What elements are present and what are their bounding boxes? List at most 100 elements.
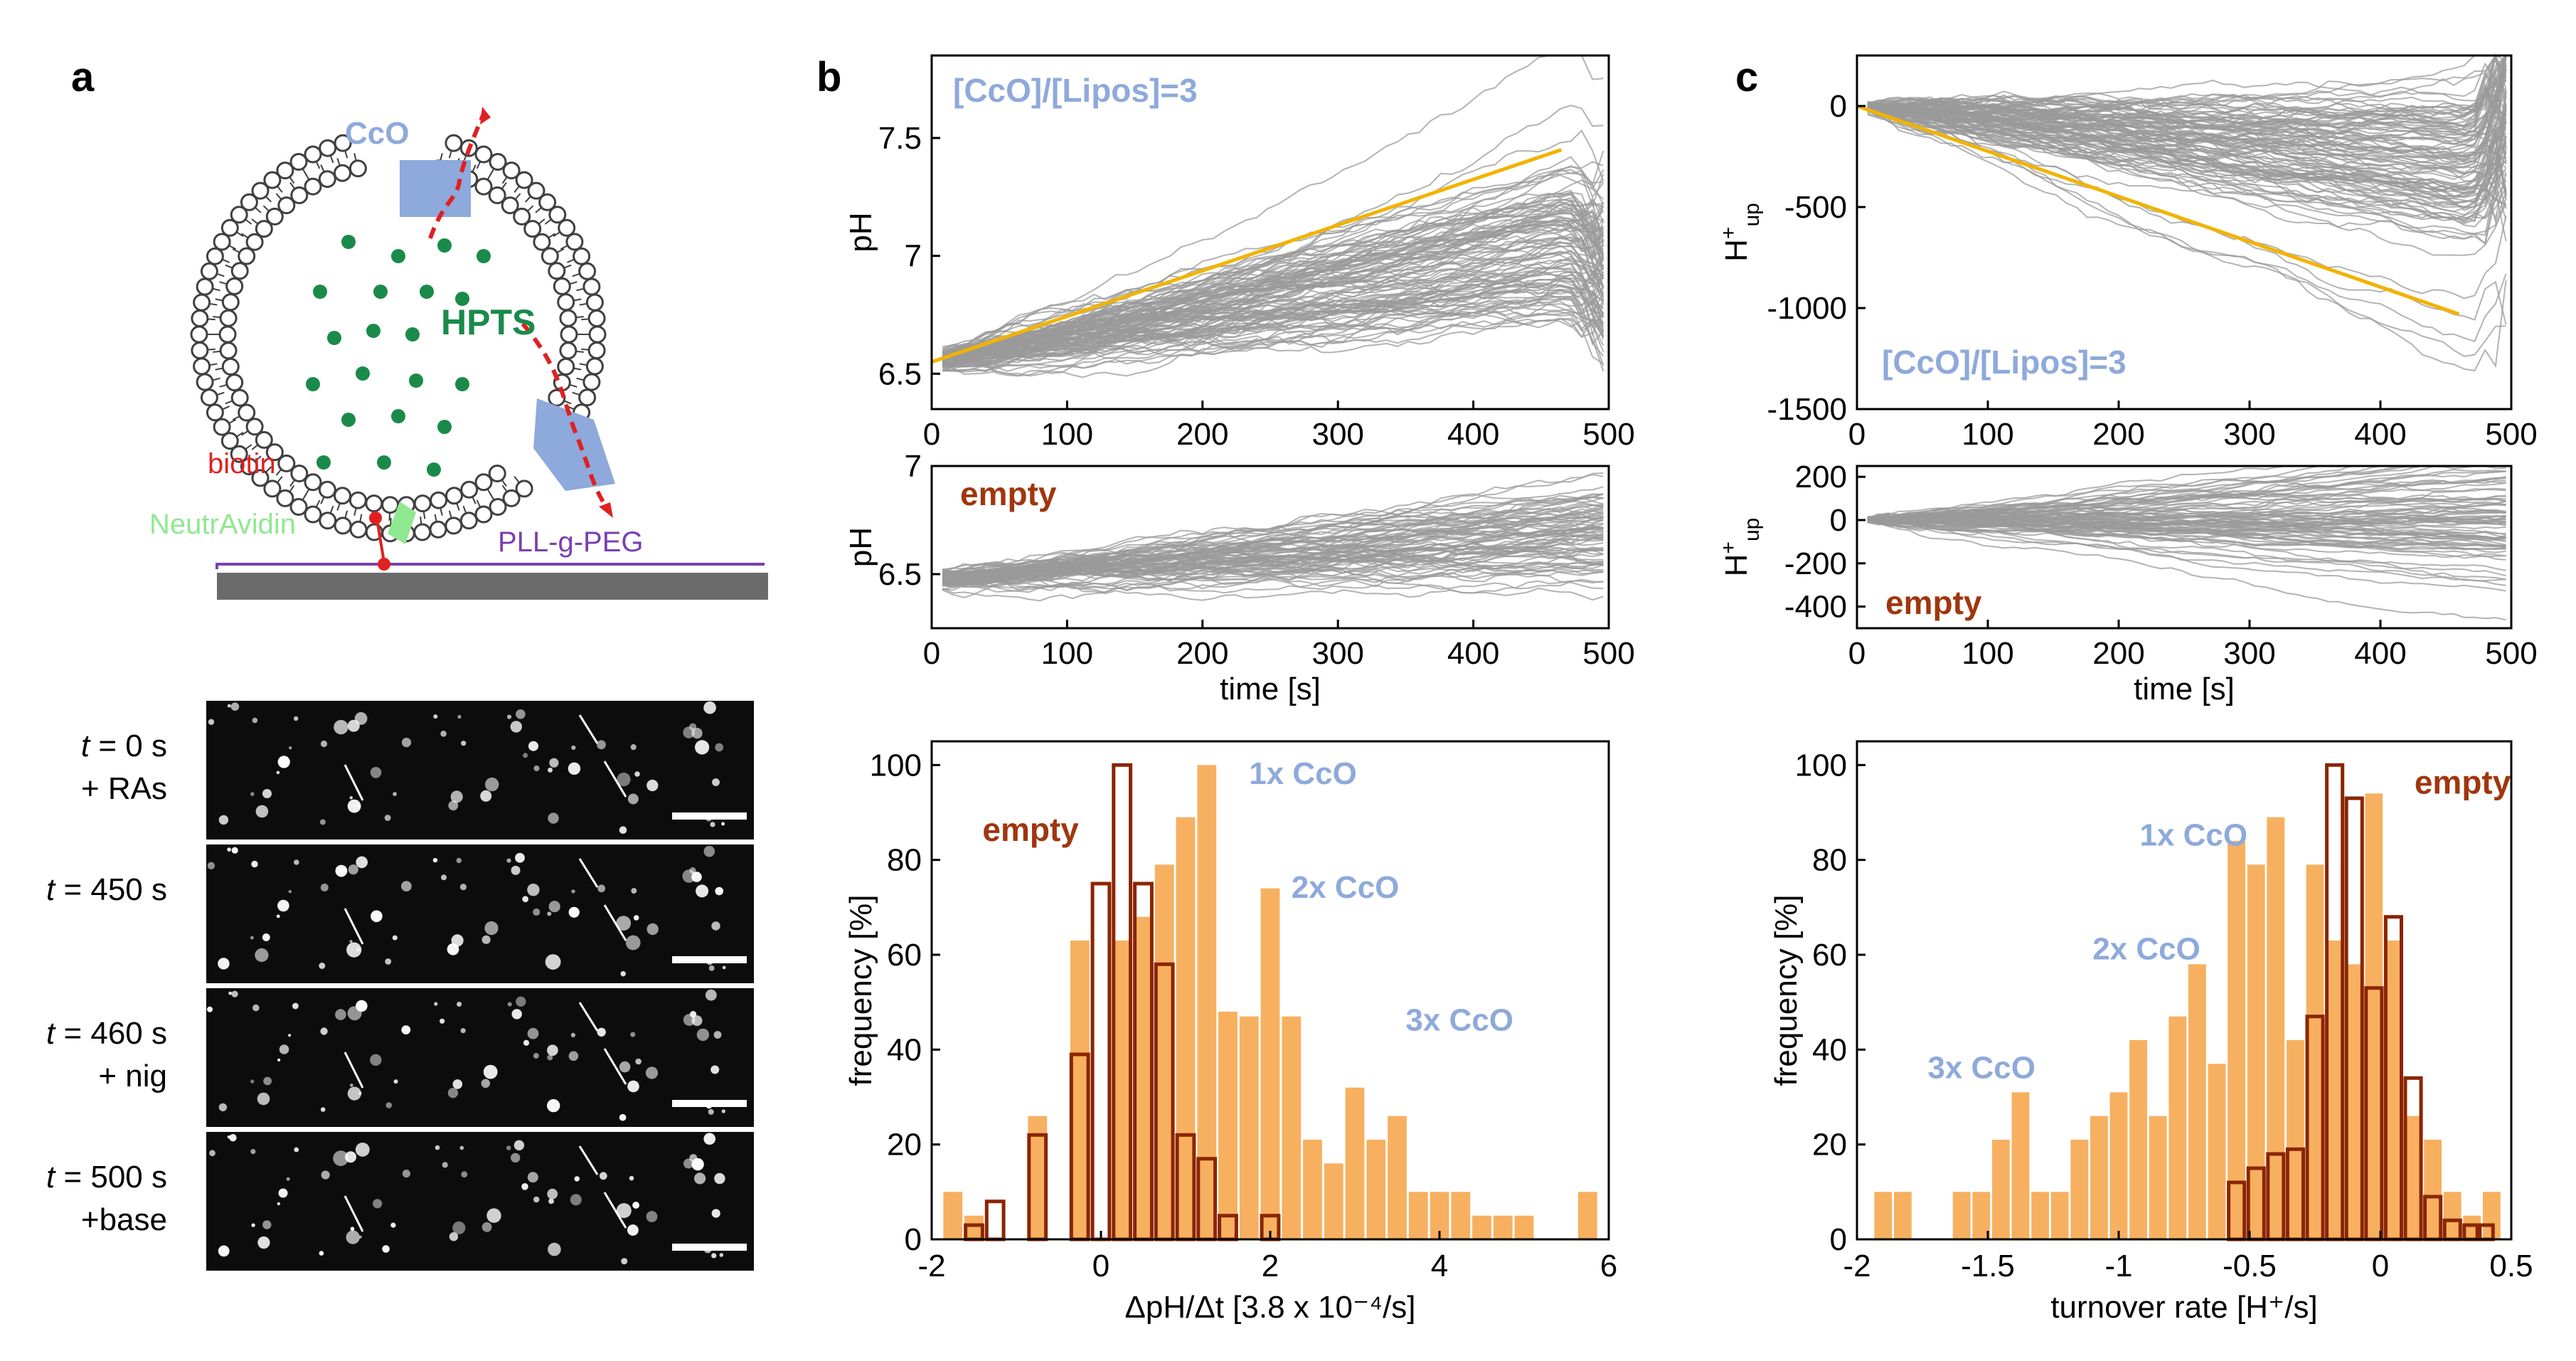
x-tick-label: 500 [1582, 636, 1634, 671]
lipid-tail [251, 218, 259, 225]
lipid-tail [560, 245, 568, 250]
fluorescent-spot [708, 965, 715, 971]
pointer-arrow [344, 1195, 364, 1232]
lipid-tail [213, 350, 221, 353]
fluorescent-spot [533, 765, 540, 772]
lipid-head [445, 487, 463, 505]
lipid-tail [241, 430, 249, 436]
cco-label: CcO [345, 116, 409, 151]
lipid-head [221, 357, 240, 376]
fluorescent-spot [480, 790, 492, 802]
histogram-bar-filled [1514, 1215, 1534, 1239]
hpts-dot [366, 324, 380, 338]
lipid-tail [544, 218, 552, 225]
fluorescent-spot [355, 1143, 370, 1157]
lipid-tail [513, 476, 520, 484]
fluorescent-spot [695, 740, 710, 755]
fluorescent-spot [527, 884, 540, 896]
lipid-head [445, 517, 463, 535]
lipid-head [578, 388, 597, 407]
histogram-bar-filled [1239, 1016, 1259, 1239]
lipid-tail [456, 502, 460, 511]
hpts-dot [327, 331, 341, 345]
label-3x-cco: 3x CcO [1405, 1003, 1513, 1038]
fluorescent-spot [288, 890, 292, 894]
axes-box [930, 54, 1610, 411]
fluorescent-spot [632, 1202, 639, 1209]
trace-group [1867, 53, 2507, 371]
trace-group [942, 55, 1604, 378]
y-tick-label: 100 [1795, 748, 1847, 783]
lipid-tail [222, 406, 230, 411]
fluorescent-spot [262, 789, 272, 798]
chart-c-top: 0 100 200 300 400 500 0 -500 -1000 -1500 H+up [CcO]… [1717, 53, 2538, 452]
histogram-bar-filled [1952, 1192, 1971, 1239]
x-tick-label: 200 [1176, 636, 1228, 671]
fluorescent-spot [347, 799, 361, 813]
lipid-head [460, 480, 479, 499]
fluorescent-spot [714, 1172, 725, 1185]
biotin-linker [376, 519, 385, 563]
lipid-head [381, 496, 400, 514]
fluorescent-spot [392, 935, 398, 941]
scale-bar [672, 1244, 747, 1251]
trace-line [942, 218, 1604, 361]
histogram-bar-filled [1451, 1192, 1471, 1239]
histogram-bar-filled [2345, 964, 2363, 1239]
condition-label: +base [81, 1202, 167, 1237]
fluorescent-spot [218, 958, 230, 970]
fluorescent-spot [276, 770, 280, 775]
trace-line [1867, 105, 2507, 192]
fluorescent-spot [231, 847, 238, 854]
fluorescent-spot [227, 704, 231, 708]
fluorescent-spot [289, 746, 292, 750]
lipid-tail [514, 193, 521, 200]
trace-line [942, 502, 1604, 583]
trace-line [942, 549, 1604, 576]
fluorescent-spot [370, 767, 382, 778]
fluorescent-spot [218, 815, 229, 825]
fluorescent-spot [571, 745, 576, 750]
lipid-head [276, 161, 294, 180]
lipid-head [193, 357, 211, 376]
lipid-head [553, 277, 571, 295]
histogram-bar-filled [2247, 864, 2265, 1239]
y-axis-label: frequency [%] [843, 894, 878, 1086]
label-3x-cco: 3x CcO [1927, 1050, 2035, 1085]
lipid-head [304, 177, 322, 196]
trace-line [1867, 75, 2507, 124]
lipid-tail [236, 432, 244, 438]
histogram-bar-filled [1577, 1192, 1597, 1239]
fluorescent-spot [207, 862, 215, 870]
lipid-head [430, 491, 448, 509]
lipid-head [240, 457, 258, 476]
lipid-tail [440, 153, 443, 161]
lipid-tail [225, 264, 233, 269]
lipid-tail [315, 499, 321, 508]
fluorescent-spot [319, 819, 326, 825]
trace-line [1867, 109, 2507, 343]
y-tick-label: 7 [905, 239, 922, 274]
fluorescent-spot [277, 756, 290, 768]
hpts-dot [437, 238, 452, 253]
trace-line [942, 555, 1604, 585]
lipid-tail [448, 510, 452, 519]
fluorescent-spot [691, 1158, 704, 1171]
hpts-dot [356, 366, 370, 381]
hpts-dot [373, 285, 388, 299]
histogram-bar-filled [2050, 1192, 2069, 1239]
x-tick-label: -2 [1843, 1249, 1870, 1283]
hpts-dot [455, 292, 469, 306]
fluorescent-spot [451, 934, 464, 947]
lipid-tail [336, 158, 341, 166]
time-symbol: t [46, 1160, 56, 1195]
fluorescent-spot [359, 1235, 362, 1239]
lipid-head [565, 233, 584, 251]
lipid-tail [579, 302, 587, 306]
x-tick-label: -1 [2104, 1249, 2132, 1283]
trace-line [942, 250, 1604, 368]
lipid-head [190, 325, 208, 344]
lipid-head [200, 388, 218, 407]
fluorescent-spot [635, 1058, 642, 1065]
fluorescent-spot [294, 859, 299, 865]
